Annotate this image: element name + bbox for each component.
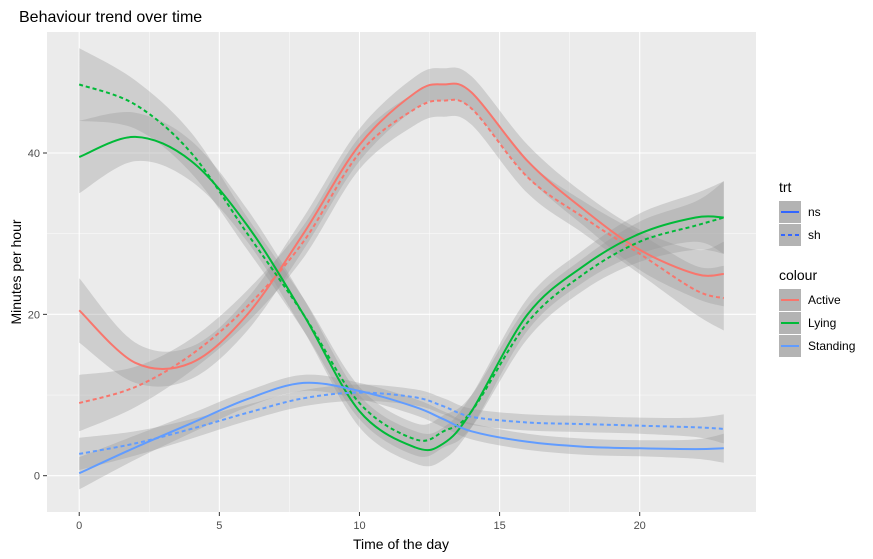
x-tick-label: 5	[216, 520, 222, 532]
band-lying-sh	[79, 48, 724, 457]
x-axis-title: Time of the day	[353, 536, 449, 552]
series-lines	[78, 82, 725, 475]
line-active-ns	[78, 82, 724, 371]
grid-lines	[47, 32, 756, 512]
plot-panel	[47, 32, 756, 512]
line-lying-ns	[78, 135, 724, 452]
legend-label: ns	[808, 205, 821, 219]
band-active-ns	[79, 67, 724, 387]
y-axis-title: Minutes per hour	[8, 219, 24, 324]
x-tick-label: 20	[634, 520, 646, 532]
legend-label: sh	[808, 228, 821, 242]
line-standing-sh	[79, 391, 724, 455]
legend: trt ns sh colour Active Lying Standing	[779, 179, 855, 357]
legend-title: colour	[779, 267, 817, 283]
band-lying-ns	[79, 112, 724, 467]
chart-title: Behaviour trend over time	[19, 9, 202, 26]
x-axis-ticks: 0 5 10 15 20	[76, 512, 646, 532]
x-tick-label: 10	[353, 520, 365, 532]
band-standing-ns	[79, 374, 724, 490]
x-tick-label: 15	[493, 520, 505, 532]
legend-label: Standing	[808, 339, 855, 353]
legend-label: Active	[808, 293, 841, 307]
y-axis-ticks: 0 20 40	[28, 148, 47, 483]
y-tick-label: 40	[28, 148, 40, 160]
y-tick-label: 0	[34, 471, 40, 483]
line-lying-sh	[78, 83, 725, 442]
line-standing-ns	[78, 381, 724, 475]
x-tick-label: 0	[76, 520, 82, 532]
band-active-sh	[79, 83, 724, 432]
legend-title: trt	[779, 179, 792, 195]
y-tick-label: 20	[28, 309, 40, 321]
legend-label: Lying	[808, 316, 836, 330]
